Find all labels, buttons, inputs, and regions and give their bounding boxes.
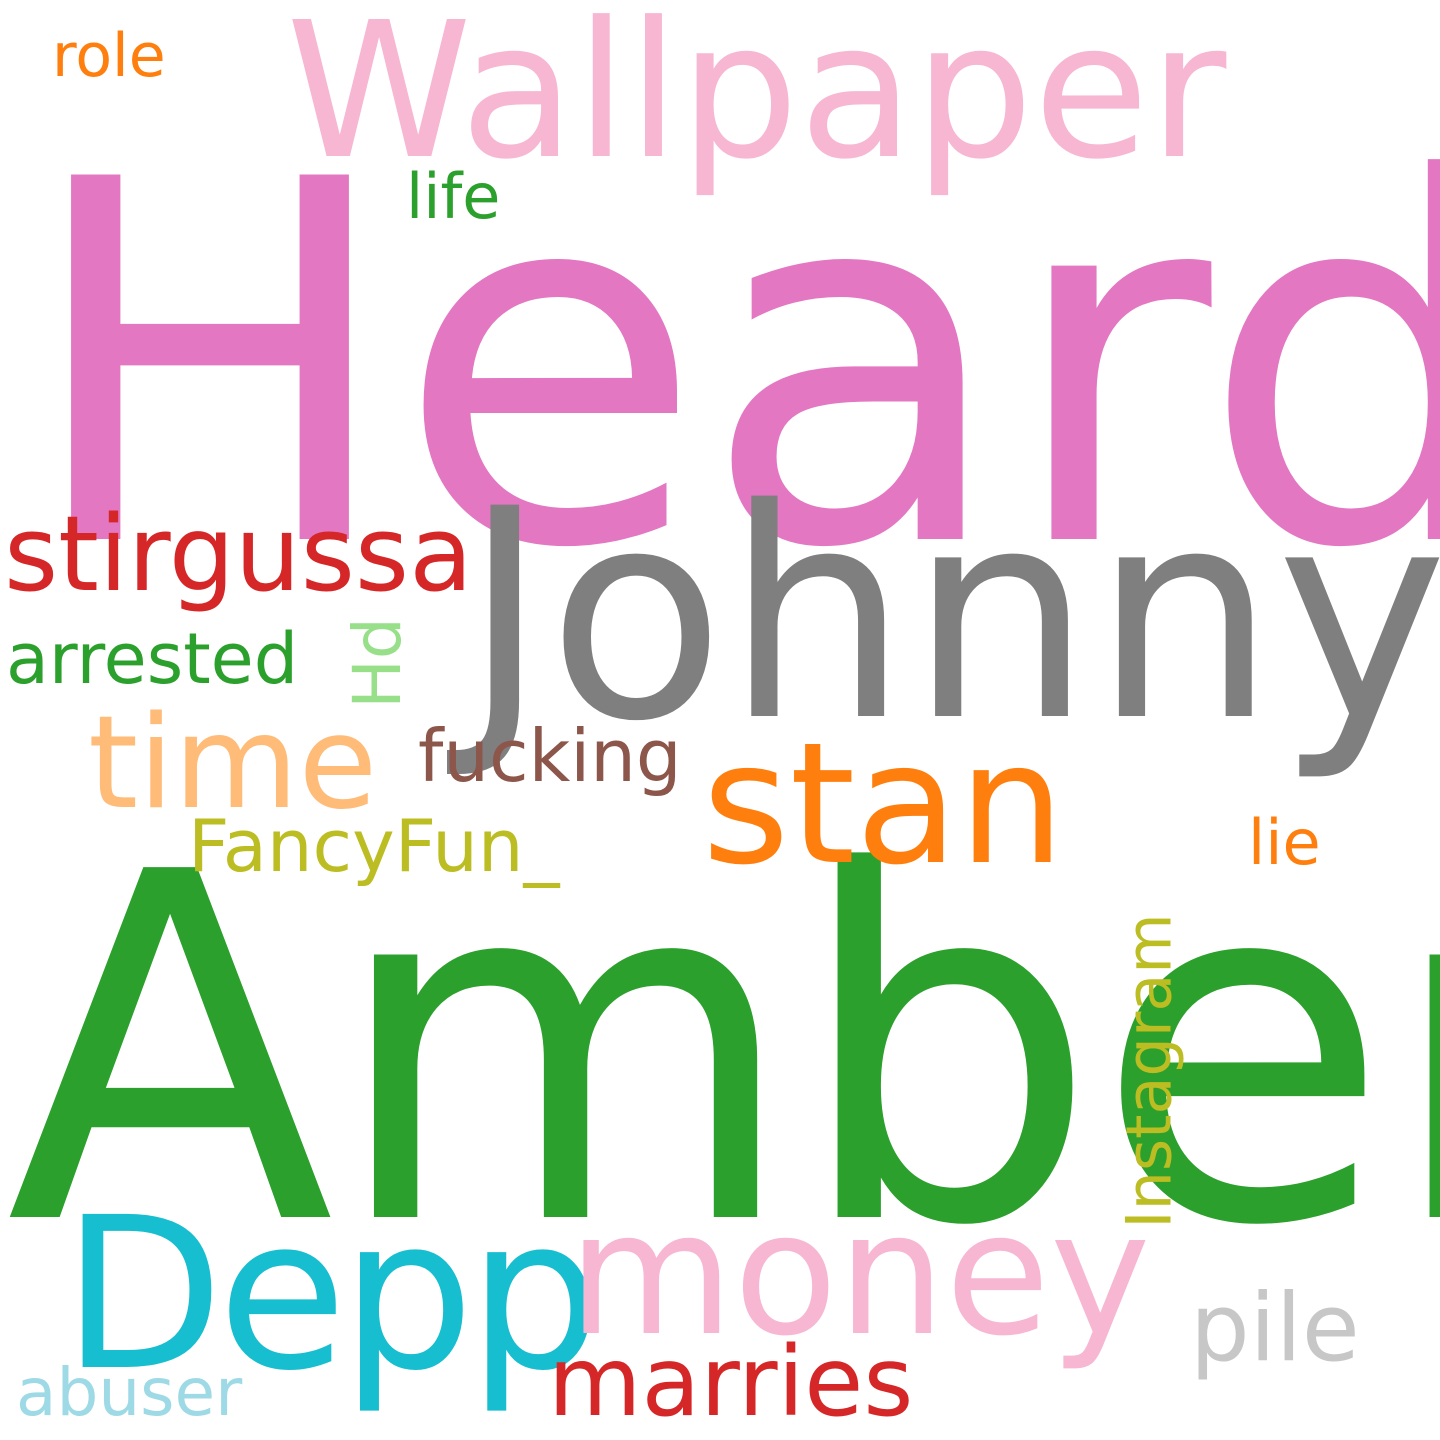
word-arrested: arrested	[6, 618, 299, 700]
word-fucking: fucking	[418, 714, 682, 798]
word-depp: Depp	[62, 1172, 602, 1417]
word-life: life	[406, 160, 501, 233]
word-stirgussa: stirgussa	[4, 493, 473, 615]
word-abuser: abuser	[16, 1354, 243, 1431]
word-johnny: Johnny	[462, 448, 1440, 785]
word-stan: stan	[702, 706, 1065, 902]
word-hd: Hd	[338, 617, 416, 709]
word-pile: pile	[1190, 1274, 1360, 1383]
word-instagram: Instagram	[1112, 913, 1186, 1229]
word-marries: marries	[548, 1326, 914, 1438]
word-time: time	[88, 689, 378, 838]
word-fancyfun: FancyFun_	[188, 804, 560, 888]
word-heard: Heard	[22, 75, 1440, 657]
word-amber: Amber	[6, 772, 1440, 1331]
word-money: money	[568, 1176, 1151, 1374]
word-wallpaper: Wallpaper	[286, 0, 1227, 201]
word-role: role	[52, 21, 166, 91]
word-lie: lie	[1248, 806, 1321, 879]
